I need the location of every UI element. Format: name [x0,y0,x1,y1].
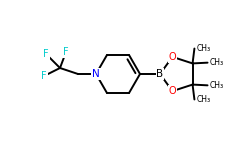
Text: F: F [43,49,49,59]
Text: CH₃: CH₃ [210,58,224,67]
Text: CH₃: CH₃ [196,95,210,104]
Text: F: F [41,71,47,81]
Text: CH₃: CH₃ [210,81,224,90]
Text: CH₃: CH₃ [196,44,210,53]
Text: O: O [169,52,176,62]
Text: O: O [169,86,176,96]
Text: N: N [92,69,100,79]
Text: B: B [156,69,164,79]
Text: F: F [63,47,69,57]
